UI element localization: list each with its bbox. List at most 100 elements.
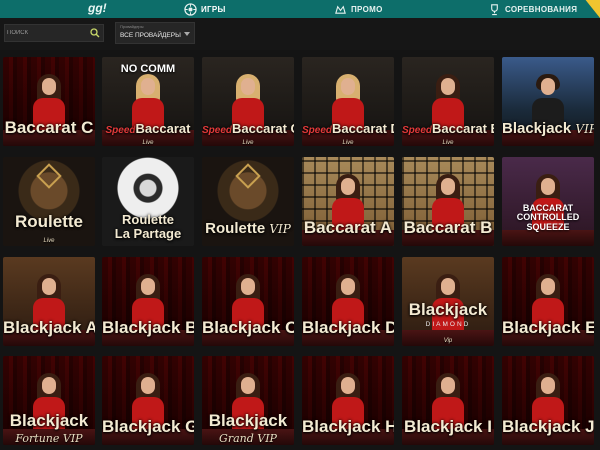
game-table bbox=[3, 330, 95, 346]
game-title-block: Blackjack D bbox=[302, 319, 394, 336]
dealer-figure bbox=[32, 74, 66, 132]
game-tile[interactable]: Blackjack VIP M bbox=[502, 57, 594, 146]
chevron-down-icon bbox=[184, 32, 190, 36]
game-tile[interactable]: Baccarat C bbox=[3, 57, 95, 146]
dealer-figure bbox=[231, 74, 265, 132]
game-title-block: Blackjack A bbox=[3, 319, 95, 336]
dealer-figure bbox=[531, 373, 565, 431]
game-title: Blackjack B bbox=[102, 318, 194, 337]
game-title: Roulette bbox=[205, 220, 266, 237]
game-subtitle: Grand VIP bbox=[219, 432, 277, 445]
game-table bbox=[202, 429, 294, 445]
game-title: Blackjack bbox=[408, 300, 488, 319]
game-title: Baccarat A bbox=[303, 218, 393, 237]
promo-icon bbox=[335, 4, 346, 14]
game-subtitle: Live bbox=[43, 238, 55, 244]
dealer-figure bbox=[131, 74, 165, 132]
game-tile[interactable]: BACCARAT CONTROLLED SQUEEZE bbox=[502, 157, 594, 246]
dealer-figure bbox=[431, 373, 465, 431]
game-tile[interactable]: Baccarat B bbox=[402, 157, 494, 246]
game-title-suffix: VIP M bbox=[575, 122, 594, 136]
game-title: Baccarat E bbox=[432, 121, 494, 136]
game-title-suffix: VIP bbox=[269, 222, 291, 236]
game-table bbox=[402, 429, 494, 445]
game-table bbox=[102, 330, 194, 346]
game-title: Blackjack A bbox=[3, 318, 95, 337]
search-input[interactable] bbox=[7, 27, 87, 39]
provider-caption: Провайдеры bbox=[120, 24, 144, 29]
game-title-block: SpeedBaccarat C bbox=[202, 122, 294, 136]
game-tile[interactable]: Blackjack A bbox=[3, 257, 95, 346]
game-table bbox=[102, 130, 194, 146]
game-tile[interactable]: SpeedBaccarat D Live bbox=[302, 57, 394, 146]
dealer-figure bbox=[531, 74, 565, 132]
game-title: Blackjack bbox=[9, 411, 89, 430]
game-tile[interactable]: Blackjack H bbox=[302, 356, 394, 445]
dealer-figure bbox=[32, 274, 66, 332]
nav-item-label: ПРОМО bbox=[351, 4, 383, 14]
game-title-block: Blackjack E bbox=[502, 319, 594, 336]
game-title: Blackjack J bbox=[502, 417, 594, 436]
game-tile[interactable]: Roulette Live bbox=[3, 157, 95, 246]
game-tile[interactable]: NO COMM SpeedBaccarat Live bbox=[102, 57, 194, 146]
game-table bbox=[502, 230, 594, 246]
dealer-figure bbox=[331, 274, 365, 332]
game-tile[interactable]: Blackjack D bbox=[302, 257, 394, 346]
dealer-figure bbox=[531, 174, 565, 232]
game-title: Blackjack E bbox=[502, 318, 594, 337]
game-title: Blackjack bbox=[208, 411, 288, 430]
game-title: Roulette bbox=[15, 212, 83, 231]
game-title-block: SpeedBaccarat E bbox=[402, 122, 494, 136]
game-title-block: Baccarat A bbox=[302, 219, 394, 236]
game-subtitle: Vip bbox=[443, 338, 453, 344]
game-tile[interactable]: Blackjack I bbox=[402, 356, 494, 445]
dealer-figure bbox=[331, 74, 365, 132]
game-tile[interactable]: Roulette La Partage bbox=[102, 157, 194, 246]
site-logo[interactable]: gg! bbox=[88, 1, 107, 15]
game-tile[interactable]: Blackjack B bbox=[102, 257, 194, 346]
game-table bbox=[3, 429, 95, 445]
game-subtitle: Live bbox=[342, 140, 354, 146]
search-icon[interactable] bbox=[90, 28, 100, 38]
game-table bbox=[502, 330, 594, 346]
game-title-block: Blackjack H bbox=[302, 418, 394, 435]
game-title: BACCARAT CONTROLLED SQUEEZE bbox=[516, 202, 580, 232]
provider-select[interactable]: Провайдеры ВСЕ ПРОВАЙДЕРЫ bbox=[115, 22, 195, 44]
game-table bbox=[3, 130, 95, 146]
game-title-block: Baccarat B bbox=[402, 219, 494, 236]
game-subtitle: Live bbox=[242, 140, 254, 146]
game-tile[interactable]: Blackjack G bbox=[102, 356, 194, 445]
game-tile[interactable]: Blackjack C bbox=[202, 257, 294, 346]
game-edition: DIAMOND bbox=[425, 321, 471, 328]
game-title-block: Blackjack B bbox=[102, 319, 194, 336]
game-title-line2: La Partage bbox=[114, 226, 182, 241]
game-tile[interactable]: Blackjack Grand VIP bbox=[202, 356, 294, 445]
game-tile[interactable]: SpeedBaccarat E Live bbox=[402, 57, 494, 146]
game-tile[interactable]: Baccarat A bbox=[302, 157, 394, 246]
game-tile[interactable]: Blackjack Fortune VIP bbox=[3, 356, 95, 445]
game-title: Baccarat B bbox=[403, 218, 493, 237]
game-title-block: Blackjack bbox=[202, 412, 294, 429]
game-tile[interactable]: Blackjack J bbox=[502, 356, 594, 445]
nav-item-tournaments[interactable]: СОРЕВНОВАНИЯ bbox=[488, 0, 577, 18]
trophy-icon bbox=[491, 3, 498, 15]
game-subtitle: Live bbox=[142, 140, 154, 146]
corner-ribbon bbox=[585, 0, 600, 18]
game-table bbox=[302, 330, 394, 346]
game-table bbox=[402, 130, 494, 146]
game-subtitle: Live bbox=[442, 140, 454, 146]
provider-value: ВСЕ ПРОВАЙДЕРЫ bbox=[120, 32, 181, 39]
game-subtitle: Fortune VIP bbox=[15, 432, 83, 445]
nav-item-label: СОРЕВНОВАНИЯ bbox=[505, 4, 578, 14]
game-top-caption: NO COMM bbox=[120, 63, 176, 75]
game-title-block: Blackjack bbox=[402, 301, 494, 318]
nav-item-promo[interactable]: ПРОМО bbox=[334, 0, 383, 18]
game-table bbox=[102, 429, 194, 445]
game-tile[interactable]: Blackjack DIAMOND Vip bbox=[402, 257, 494, 346]
game-tile[interactable]: Blackjack E bbox=[502, 257, 594, 346]
game-title: Blackjack I bbox=[404, 417, 492, 436]
game-tile[interactable]: Roulette VIP bbox=[202, 157, 294, 246]
game-title: Blackjack D bbox=[302, 318, 394, 337]
game-tile[interactable]: SpeedBaccarat C Live bbox=[202, 57, 294, 146]
nav-item-games[interactable]: ИГРЫ bbox=[184, 0, 226, 18]
